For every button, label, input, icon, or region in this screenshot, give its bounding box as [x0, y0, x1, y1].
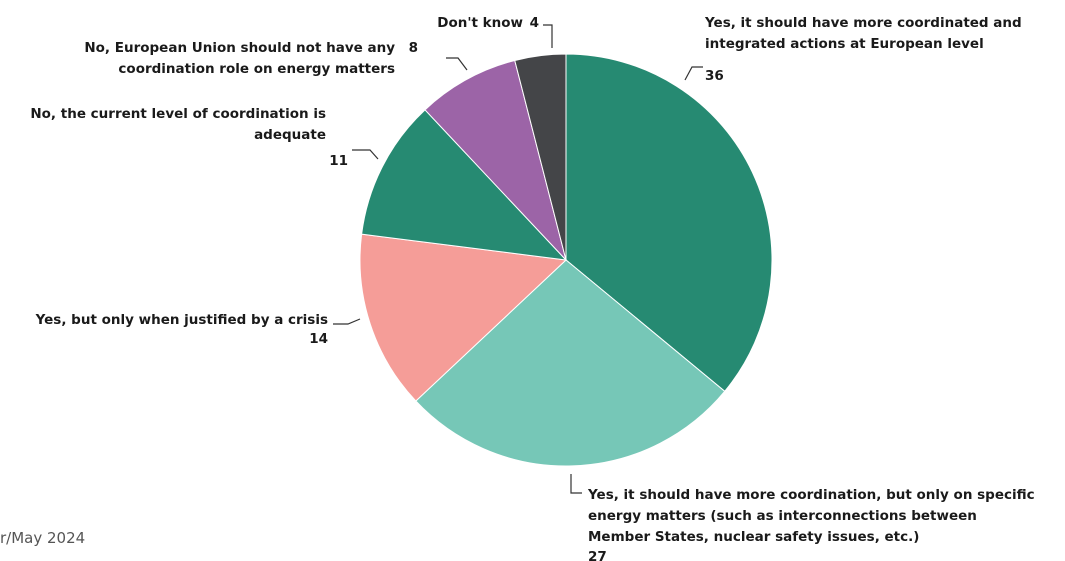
- leader-line-5: [446, 57, 468, 71]
- leader-line-4: [352, 149, 379, 160]
- pie-slice-4: [361, 109, 568, 261]
- slice-value-2: 27: [588, 549, 607, 561]
- slice-label-1: Yes, it should have more coordinated and…: [704, 15, 1022, 52]
- leader-line-1: [684, 66, 703, 81]
- pie-slices: [359, 53, 773, 467]
- leader-lines: [333, 24, 703, 494]
- footnote: r/May 2024: [0, 529, 85, 547]
- pie-slice-5: [424, 59, 567, 261]
- leader-line-3: [333, 318, 361, 325]
- pie-slice-1: [565, 53, 773, 393]
- slice-label-5: No, European Union should not have any co…: [84, 40, 395, 77]
- slice-value-4: 11: [329, 153, 348, 169]
- slice-label-2: Yes, it should have more coordination, b…: [587, 487, 1035, 545]
- slice-value-5: 8: [409, 40, 418, 56]
- leader-line-2: [570, 474, 582, 494]
- slice-value-3: 14: [309, 331, 328, 347]
- slice-value-6: 4: [530, 15, 539, 31]
- slice-labels: Yes, it should have more coordinated and…: [30, 15, 1034, 561]
- slice-value-1: 36: [705, 68, 724, 84]
- leader-line-6: [543, 24, 553, 48]
- slice-label-6: Don't know: [437, 15, 523, 31]
- slice-label-4: No, the current level of coordination is…: [30, 106, 326, 143]
- pie-slice-2: [415, 259, 726, 467]
- pie-slice-6: [514, 53, 567, 261]
- slice-label-3: Yes, but only when justified by a crisis: [35, 312, 328, 328]
- pie-slice-3: [359, 233, 568, 402]
